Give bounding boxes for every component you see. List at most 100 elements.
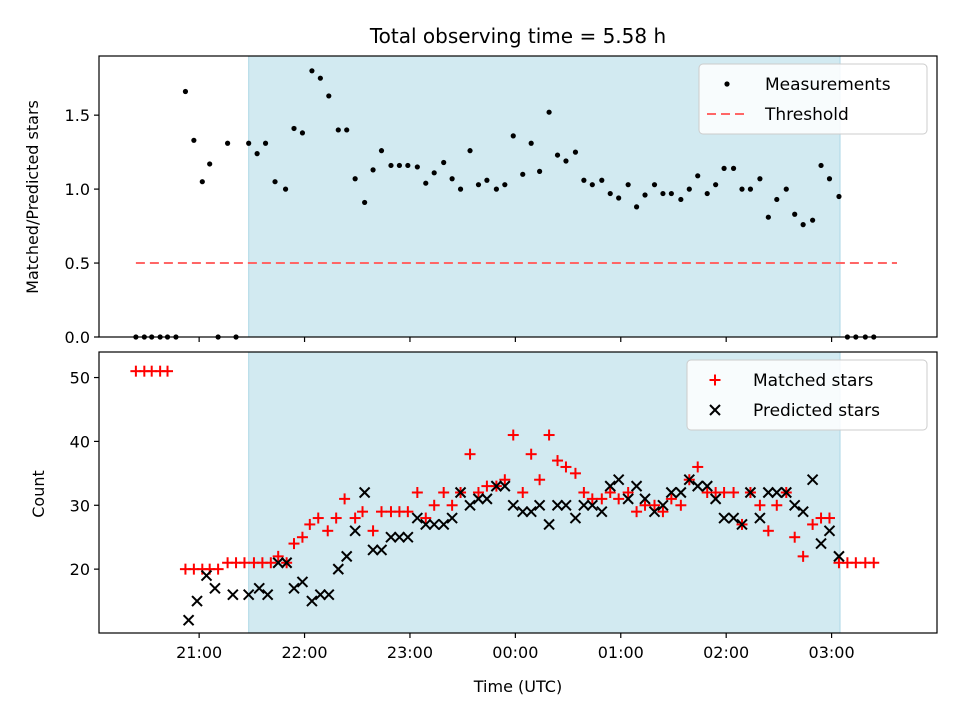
data-point [709,493,722,505]
data-point [552,455,564,467]
data-point [678,196,684,203]
data-point [660,190,666,197]
data-point [616,195,622,201]
data-point [396,162,403,169]
bottom-panel: 20 30 40 50 21:00 22:00 23:00 00:00 01:00 02:00 03… [70,351,938,662]
data-point [341,550,353,563]
legend-swatch [724,81,730,87]
data-point [762,525,774,537]
data-point [265,557,277,569]
data-point [569,512,582,524]
y-tick-label: 30 [70,496,90,515]
data-point [818,162,824,169]
data-point [467,148,473,154]
data-point [431,170,437,176]
data-point [651,182,658,188]
data-point [578,499,590,511]
data-point [464,448,476,460]
data-point [191,137,197,143]
data-point [367,525,379,537]
data-point [800,222,806,228]
data-point [254,151,260,157]
data-point [704,190,710,197]
data-point [633,204,640,210]
data-point [446,499,458,511]
data-point [375,544,388,556]
data-point [339,493,351,505]
legend-swatch [709,404,721,416]
data-point [736,518,748,531]
data-point [537,168,543,174]
data-point [182,614,195,626]
data-point [604,487,616,498]
data-point [701,480,713,492]
data-point [665,493,677,505]
data-point [291,125,297,132]
legend-entry-label: Measurements [765,75,891,95]
data-point [554,152,561,158]
data-point [330,512,342,524]
data-point [446,512,458,524]
data-point [823,512,835,524]
data-point [826,176,833,182]
data-point [762,486,775,499]
data-point [411,512,424,524]
data-point [657,506,669,518]
data-point [806,474,819,486]
data-point [493,186,499,192]
x-tick-label: 00:00 [492,643,538,662]
data-point [370,167,376,173]
data-point [569,467,581,479]
data-point [227,588,239,601]
data-point [754,512,766,524]
data-point [727,512,740,524]
data-point [317,75,323,81]
data-point [362,199,368,206]
data-point [612,474,625,486]
legend-box [698,63,928,135]
x-tick-label: 01:00 [598,643,644,662]
y-tick-label: 40 [70,432,90,451]
data-point [823,525,836,537]
data-point [730,165,737,171]
chart-title: Total observing time = 5.58 h [369,24,666,48]
data-point [657,499,669,511]
data-point [420,518,432,531]
data-point [744,486,757,499]
data-point [322,525,334,537]
series-predicted-stars [182,474,845,626]
bottom-y-axis-label: Count [29,470,48,518]
data-point [449,176,455,182]
data-point [695,173,701,179]
data-point [639,493,651,505]
data-point [728,487,740,498]
legend-entry-label: Predicted stars [753,401,880,421]
data-point [335,127,341,133]
data-point [525,505,537,518]
data-point [692,461,704,473]
data-point [296,576,309,588]
data-point [713,182,719,188]
data-point [261,588,274,601]
data-point [599,177,605,183]
data-point [428,518,440,531]
data-point [648,505,661,518]
data-point [622,493,634,505]
data-point [649,499,661,511]
data-point [613,493,625,505]
data-point [517,487,529,498]
data-point [718,512,730,524]
data-point [668,190,674,197]
x-tick-label: 03:00 [809,643,855,662]
y-tick-label: 0.0 [65,328,90,347]
data-point [586,493,598,505]
data-point [312,512,324,524]
data-point [560,461,572,473]
data-point [789,531,801,543]
data-point [288,582,300,595]
data-point [528,140,534,146]
data-point [272,550,284,562]
x-axis-label: Time (UTC) [473,677,562,696]
data-point [405,162,411,169]
data-point [578,487,590,498]
